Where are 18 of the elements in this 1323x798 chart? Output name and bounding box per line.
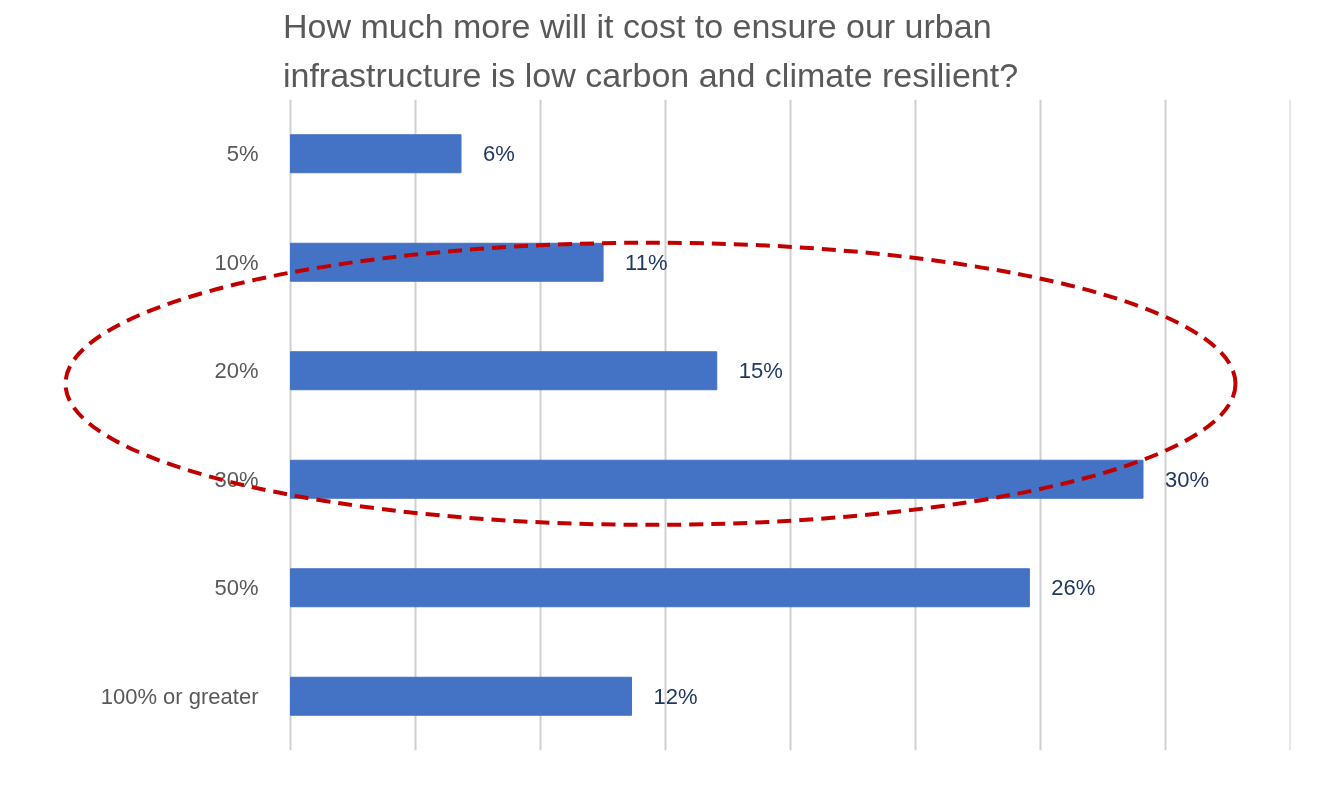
- bar: [290, 242, 604, 282]
- bar: [290, 676, 633, 716]
- data-label: 12%: [653, 683, 698, 709]
- y-tick-label: 10%: [214, 249, 259, 275]
- data-label: 6%: [483, 141, 515, 167]
- data-label: 15%: [738, 358, 783, 384]
- bar: [290, 351, 718, 391]
- data-label: 11%: [625, 249, 668, 275]
- data-label: 26%: [1051, 575, 1096, 601]
- y-tick-label: 100% or greater: [100, 683, 259, 709]
- bar: [290, 134, 462, 174]
- y-tick-label: 5%: [226, 141, 259, 167]
- data-label: 30%: [1165, 466, 1210, 492]
- bar: [290, 568, 1030, 608]
- y-tick-label: 50%: [214, 575, 259, 601]
- chart-title: How much more will it cost to ensure our urban infrastructure is low carbon and climate resilient?: [282, 7, 1019, 95]
- bar: [290, 459, 1144, 499]
- y-tick-label: 20%: [214, 358, 259, 384]
